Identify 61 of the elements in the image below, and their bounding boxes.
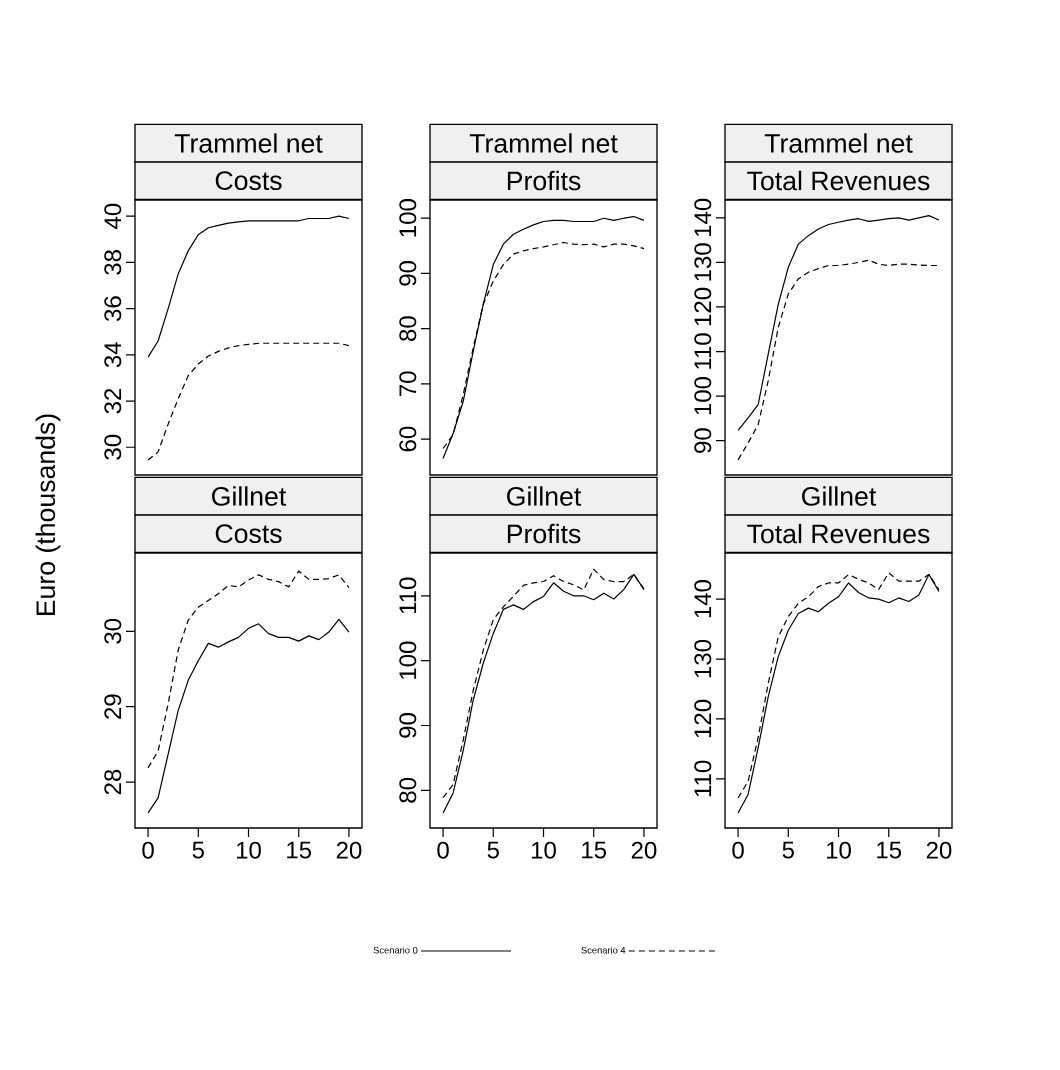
x-tick-label: 0 [437, 841, 449, 859]
x-tick-label: 0 [732, 841, 744, 859]
x-tick-label: 20 [631, 841, 657, 859]
y-tick-label: 30 [104, 618, 122, 644]
chart-subtitle: Profits [507, 170, 581, 191]
chart-title: Gillnet [802, 486, 877, 506]
y-tick-label: 29 [104, 694, 122, 719]
chart-subtitle: Profits [507, 523, 581, 544]
y-tick-label: 80 [399, 316, 417, 341]
y-tick-label: 60 [399, 426, 417, 452]
x-tick-label: 5 [487, 841, 499, 859]
y-tick-label: 110 [694, 333, 712, 369]
chart-title: Trammel net [174, 133, 323, 153]
y-tick-label: 90 [399, 713, 417, 738]
text: Scenario 4 [581, 946, 626, 954]
y-tick-label: 130 [694, 243, 712, 281]
chart-subtitle: Costs [215, 171, 282, 191]
y-tick-label: 120 [694, 287, 712, 326]
y-tick-label: 100 [694, 377, 712, 415]
chart-subtitle: Total Revenues [747, 170, 930, 191]
y-tick-label: 110 [694, 760, 712, 797]
x-tick-label: 0 [142, 841, 154, 859]
x-tick-label: 10 [826, 841, 851, 859]
x-tick-label: 15 [877, 841, 902, 859]
x-tick-label: 20 [926, 841, 952, 859]
chart-title: Gillnet [212, 486, 287, 506]
x-tick-label: 5 [192, 841, 204, 859]
y-tick-label: 28 [104, 769, 122, 795]
y-tick-label: 40 [104, 203, 122, 229]
line-series [737, 259, 940, 461]
y-tick-label: 70 [399, 371, 417, 396]
text: Scenario 0 [373, 946, 418, 954]
chart-subtitle: Total Revenues [747, 523, 930, 544]
chart-title: Trammel net [764, 133, 913, 153]
chart-title: Gillnet [507, 486, 582, 506]
y-tick-label: 100 [399, 199, 417, 237]
line-series [147, 570, 350, 769]
x-tick-label: 10 [531, 841, 556, 859]
y-tick-label: 32 [104, 388, 122, 414]
y-tick-label: 110 [399, 577, 417, 614]
y-tick-label: 130 [694, 639, 712, 678]
y-tick-label: 30 [104, 434, 122, 460]
y-tick-label: 38 [104, 250, 122, 275]
y-tick-label: 140 [694, 580, 712, 618]
y-tick-label: 100 [399, 641, 417, 679]
y-tick-label: 120 [694, 699, 712, 738]
line-series [737, 214, 940, 432]
y-tick-label: 80 [399, 777, 417, 803]
x-tick-label: 15 [287, 841, 312, 859]
y-tick-label: 140 [694, 198, 712, 237]
x-tick-label: 5 [782, 841, 794, 859]
x-tick-label: 20 [336, 841, 362, 859]
x-tick-label: 10 [236, 841, 261, 859]
y-tick-label: 34 [104, 342, 122, 368]
y-tick-label: 90 [399, 261, 417, 286]
y-tick-label: 36 [104, 296, 122, 322]
y-axis-title: Euro (thousands) [35, 414, 61, 616]
chart-subtitle: Costs [215, 524, 282, 544]
chart-title: Trammel net [469, 133, 618, 153]
x-tick-label: 15 [582, 841, 607, 859]
y-tick-label: 90 [694, 428, 712, 453]
